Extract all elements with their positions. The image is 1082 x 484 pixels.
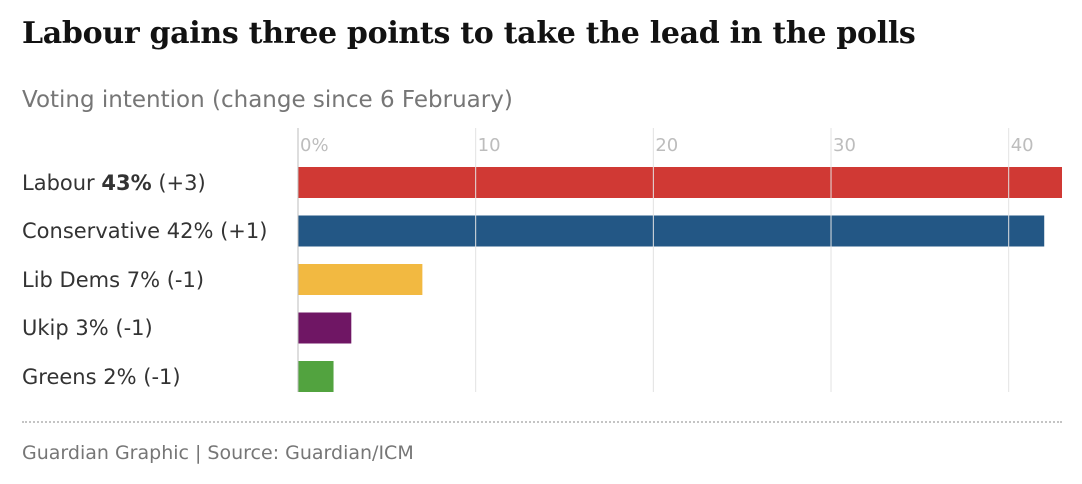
x-tick-label: 30: [833, 135, 856, 156]
change-label: (-1): [166, 267, 205, 292]
row-label-greens: Greens 2% (-1): [22, 363, 181, 391]
category-name: Greens: [22, 364, 97, 389]
chart-title: Labour gains three points to take the le…: [22, 16, 916, 51]
change-label: (+1): [220, 219, 268, 243]
value-label: 43%: [101, 170, 152, 195]
x-tick-label: 10: [478, 135, 501, 156]
row-label-conservative: Conservative 42% (+1): [22, 217, 267, 245]
x-tick-label: 0%: [300, 135, 329, 156]
bar-labour: [298, 167, 1062, 198]
row-label-ukip: Ukip 3% (-1): [22, 314, 153, 342]
grid-layer: [297, 128, 1010, 392]
category-name: Conservative: [22, 219, 161, 243]
value-label: 7%: [126, 267, 161, 292]
value-label: 2%: [103, 364, 137, 389]
change-label: (+3): [158, 170, 206, 195]
value-label: 42%: [166, 219, 214, 243]
x-tick-label: 40: [1011, 135, 1034, 156]
category-name: Ukip: [22, 316, 69, 340]
row-label-lib-dems: Lib Dems 7% (-1): [22, 266, 204, 294]
row-label-labour: Labour 43% (+3): [22, 169, 206, 197]
bar-lib-dems: [298, 264, 423, 295]
category-name: Labour: [22, 170, 95, 195]
footer-divider: [22, 421, 1062, 423]
category-name: Lib Dems: [22, 267, 121, 292]
x-axis-ticks: 0% 10 20 30 40: [300, 135, 1034, 156]
bar-greens: [298, 361, 334, 392]
change-label: (-1): [115, 316, 153, 340]
chart-source: Guardian Graphic | Source: Guardian/ICM: [22, 442, 414, 464]
chart-subtitle: Voting intention (change since 6 Februar…: [22, 87, 513, 113]
value-label: 3%: [75, 316, 109, 340]
bar-ukip: [298, 312, 352, 344]
change-label: (-1): [143, 364, 181, 389]
x-tick-label: 20: [655, 135, 678, 156]
bars-layer: [298, 167, 1062, 392]
bar-conservative: [298, 215, 1045, 247]
